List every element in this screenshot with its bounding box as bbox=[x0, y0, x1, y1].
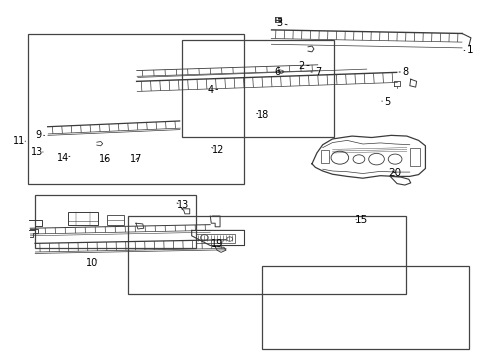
Text: 12: 12 bbox=[211, 145, 224, 155]
Text: 5: 5 bbox=[384, 97, 390, 107]
Text: 15: 15 bbox=[354, 215, 368, 225]
Text: 1: 1 bbox=[466, 45, 473, 55]
Bar bbox=[195, 234, 234, 243]
Bar bbox=[35, 195, 195, 248]
Bar bbox=[68, 212, 98, 225]
Text: 3: 3 bbox=[276, 18, 282, 28]
Text: 10: 10 bbox=[85, 258, 98, 268]
Text: 7: 7 bbox=[314, 67, 320, 77]
Text: 13: 13 bbox=[177, 200, 189, 210]
Bar bbox=[28, 34, 243, 184]
Text: 18: 18 bbox=[256, 110, 269, 120]
Text: 19: 19 bbox=[210, 239, 223, 249]
Bar bbox=[320, 150, 328, 163]
Text: 13: 13 bbox=[31, 147, 43, 157]
Text: 9: 9 bbox=[35, 130, 41, 140]
Bar bbox=[261, 266, 468, 349]
Text: 14: 14 bbox=[57, 153, 70, 163]
Text: 20: 20 bbox=[388, 168, 401, 178]
Text: 6: 6 bbox=[274, 67, 280, 77]
Bar bbox=[128, 216, 405, 294]
Text: 11: 11 bbox=[13, 136, 26, 147]
Bar bbox=[409, 148, 419, 166]
Bar bbox=[182, 40, 334, 137]
Text: 8: 8 bbox=[402, 67, 408, 77]
Bar bbox=[106, 215, 124, 225]
Text: 4: 4 bbox=[207, 85, 213, 95]
Text: 2: 2 bbox=[298, 60, 304, 71]
Text: 17: 17 bbox=[129, 154, 142, 165]
Text: 16: 16 bbox=[99, 154, 111, 165]
